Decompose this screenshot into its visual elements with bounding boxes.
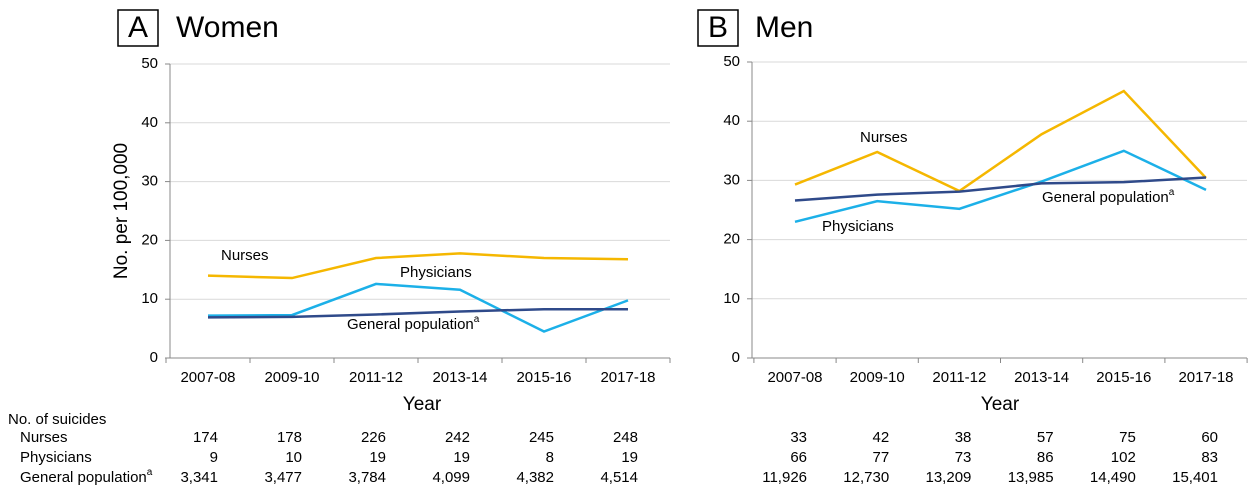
series-label: Physicians — [822, 218, 894, 235]
table-row-label: General populationa — [20, 467, 153, 486]
x-tick-label: 2011-12 — [932, 369, 986, 386]
x-tick-label: 2015-16 — [1096, 369, 1151, 386]
panel-label-box — [697, 9, 739, 47]
table-cell: 13,985 — [1008, 469, 1054, 486]
y-tick-label: 20 — [723, 231, 740, 248]
y-tick-label: 50 — [141, 55, 158, 72]
panel-label-box — [117, 9, 159, 47]
x-tick-label: 2015-16 — [516, 369, 571, 386]
table-cell: 4,099 — [432, 469, 470, 486]
x-tick-label: 2013-14 — [1014, 369, 1069, 386]
table-row-label: Physicians — [20, 449, 92, 466]
table-row-label: Nurses — [20, 429, 68, 446]
table-cell: 174 — [193, 429, 218, 446]
table-cell: 73 — [955, 449, 972, 466]
series-label: General populationa — [347, 314, 480, 333]
table-cell: 10 — [285, 449, 302, 466]
table-cell: 3,477 — [264, 469, 302, 486]
y-tick-label: 40 — [723, 112, 740, 129]
x-tick-label: 2009-10 — [850, 369, 905, 386]
table-cell: 4,382 — [516, 469, 554, 486]
footnote-marker: a — [147, 467, 153, 478]
table-cell: 66 — [790, 449, 807, 466]
series-label-text: General population — [1042, 189, 1169, 206]
table-cell: 15,401 — [1172, 469, 1218, 486]
series-line — [794, 89, 1207, 193]
x-axis-label: Year — [403, 394, 442, 415]
y-tick-label: 20 — [141, 231, 158, 248]
y-tick-label: 0 — [150, 349, 158, 366]
panel-label: B — [708, 11, 728, 44]
series-label: Physicians — [400, 264, 472, 281]
y-tick-label: 10 — [141, 290, 158, 307]
x-tick-label: 2009-10 — [264, 369, 319, 386]
table-row-label-text: General population — [20, 469, 147, 486]
table-cell: 83 — [1201, 449, 1218, 466]
panel-label: A — [128, 11, 148, 44]
x-tick-label: 2007-08 — [767, 369, 822, 386]
table-cell: 38 — [955, 429, 972, 446]
table-cell: 11,926 — [762, 469, 807, 486]
series-line — [207, 282, 629, 333]
chart-title: Men — [755, 11, 813, 44]
x-axis-label: Year — [981, 394, 1020, 415]
y-tick-label: 30 — [723, 171, 740, 188]
x-tick-label: 2017-18 — [600, 369, 655, 386]
table-cell: 75 — [1119, 429, 1136, 446]
table-cell: 13,209 — [926, 469, 972, 486]
chart-title: Women — [176, 11, 279, 44]
series-line — [794, 176, 1207, 202]
series-label: Nurses — [860, 129, 908, 146]
table-cell: 3,341 — [180, 469, 218, 486]
table-cell: 248 — [613, 429, 638, 446]
x-tick-label: 2013-14 — [432, 369, 487, 386]
table-cell: 245 — [529, 429, 554, 446]
table-cell: 33 — [790, 429, 807, 446]
table-cell: 178 — [277, 429, 302, 446]
table-cell: 86 — [1037, 449, 1054, 466]
series-line — [207, 252, 629, 280]
table-cell: 102 — [1111, 449, 1136, 466]
footnote-marker: a — [474, 314, 480, 325]
table-cell: 4,514 — [600, 469, 638, 486]
x-tick-label: 2007-08 — [180, 369, 235, 386]
table-cell: 9 — [210, 449, 218, 466]
y-tick-label: 40 — [141, 114, 158, 131]
table-cell: 19 — [369, 449, 386, 466]
y-axis-label: No. per 100,000 — [111, 143, 132, 279]
series-line — [207, 307, 628, 319]
series-label-text: General population — [347, 316, 474, 333]
table-cell: 12,730 — [843, 469, 889, 486]
table-cell: 19 — [621, 449, 638, 466]
series-label: Nurses — [221, 247, 269, 264]
table-header: No. of suicides — [8, 411, 106, 428]
table-cell: 14,490 — [1090, 469, 1136, 486]
series-line — [794, 149, 1207, 224]
table-cell: 226 — [361, 429, 386, 446]
footnote-marker: a — [1169, 187, 1175, 198]
table-cell: 8 — [546, 449, 554, 466]
table-cell: 3,784 — [348, 469, 386, 486]
y-tick-label: 50 — [723, 53, 740, 70]
y-tick-label: 10 — [723, 290, 740, 307]
y-tick-label: 30 — [141, 173, 158, 190]
table-cell: 242 — [445, 429, 470, 446]
table-cell: 60 — [1201, 429, 1218, 446]
table-cell: 19 — [453, 449, 470, 466]
series-label: General populationa — [1042, 187, 1175, 206]
table-cell: 42 — [873, 429, 890, 446]
table-cell: 77 — [873, 449, 890, 466]
y-tick-label: 0 — [732, 349, 740, 366]
x-tick-label: 2011-12 — [349, 369, 403, 386]
table-cell: 57 — [1037, 429, 1054, 446]
x-tick-label: 2017-18 — [1178, 369, 1233, 386]
